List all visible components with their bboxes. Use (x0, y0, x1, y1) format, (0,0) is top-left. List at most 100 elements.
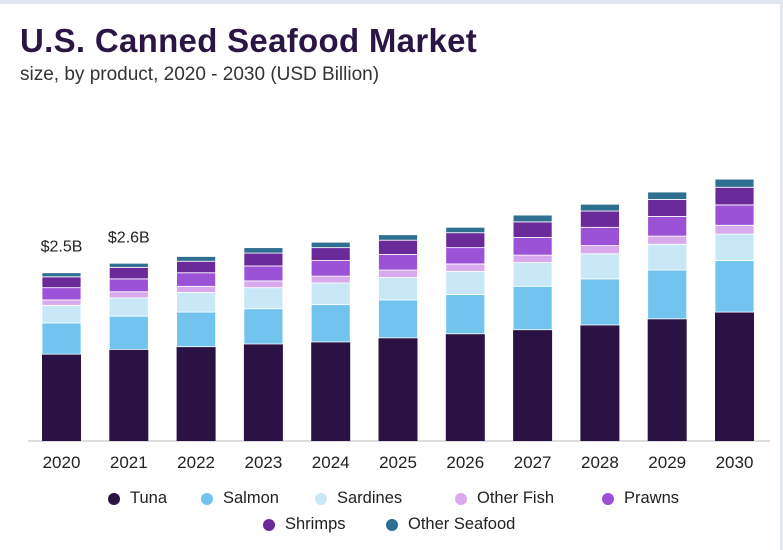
bar-segment-other-seafood-2020 (41, 272, 82, 278)
bar-segment-other-seafood-2028 (580, 203, 620, 212)
bar-segment-prawns-2024 (310, 260, 351, 277)
bar-segment-other-fish-2020 (41, 299, 82, 306)
legend-item-shrimps: Shrimps (263, 515, 346, 534)
bar-segment-shrimps-2024 (310, 247, 351, 261)
legend-item-tuna: Tuna (108, 489, 167, 508)
bar-segment-tuna-2028 (580, 324, 620, 441)
bar-segment-tuna-2021 (109, 349, 149, 441)
bar-segment-shrimps-2022 (176, 260, 217, 274)
bar-segment-salmon-2022 (176, 311, 217, 348)
bar-segment-prawns-2025 (378, 254, 418, 271)
bar-segment-other-fish-2028 (580, 245, 620, 255)
bar-segment-salmon-2025 (378, 299, 418, 339)
legend-label: Salmon (223, 489, 279, 507)
x-tick-label: 2028 (581, 453, 619, 472)
bar-segment-prawns-2020 (41, 287, 82, 301)
bar-segment-other-fish-2027 (512, 254, 553, 263)
chart-title: U.S. Canned Seafood Market (20, 22, 478, 59)
x-tick-label: 2020 (43, 453, 81, 472)
legend-label: Sardines (337, 489, 403, 507)
bar-segment-prawns-2023 (243, 265, 284, 282)
bar-segment-tuna-2022 (176, 346, 216, 441)
bar-segment-sardines-2024 (310, 282, 351, 306)
bar-segment-other-seafood-2025 (378, 234, 418, 241)
bar-segment-other-fish-2026 (445, 263, 486, 272)
bar-segment-salmon-2020 (41, 322, 82, 355)
legend-label: Other Fish (477, 489, 555, 507)
bar-segment-sardines-2023 (243, 287, 284, 310)
bar-segment-sardines-2028 (580, 253, 620, 280)
data-label-2020: $2.5B (41, 239, 83, 256)
bar-segment-sardines-2026 (445, 270, 486, 295)
legend-label: Shrimps (285, 515, 346, 533)
bar-segment-other-fish-2023 (243, 280, 284, 289)
bar-segment-tuna-2030 (715, 312, 754, 441)
bar-segment-other-fish-2029 (647, 235, 688, 245)
bar-segment-other-fish-2024 (310, 275, 351, 284)
bar-segment-shrimps-2021 (108, 266, 149, 280)
bar-segment-tuna-2026 (445, 333, 485, 441)
bar-segment-other-seafood-2029 (647, 191, 688, 200)
bar-segment-shrimps-2028 (580, 210, 620, 228)
x-tick-label: 2030 (716, 453, 754, 472)
legend-marker (455, 492, 467, 505)
chart-subtitle: size, by product, 2020 - 2030 (USD Billi… (20, 64, 380, 85)
data-label-2021: $2.6B (108, 229, 150, 246)
bar-segment-salmon-2026 (445, 294, 486, 335)
bar-segment-other-seafood-2022 (176, 256, 217, 262)
x-tick-label: 2024 (312, 453, 350, 472)
bar-segment-sardines-2030 (714, 233, 755, 261)
legend-marker (386, 518, 398, 531)
bar-segment-salmon-2023 (243, 308, 284, 345)
bar-segment-prawns-2022 (176, 272, 217, 287)
bar-segment-other-fish-2030 (714, 224, 755, 235)
bar-segment-prawns-2021 (108, 278, 149, 293)
bar-segment-sardines-2027 (512, 262, 553, 287)
bar-segment-other-seafood-2030 (714, 178, 755, 188)
legend-label: Other Seafood (408, 515, 516, 533)
legend-marker (315, 492, 327, 505)
bar-segment-other-fish-2021 (108, 291, 149, 299)
x-tick-labels: 2020 2021 2022 2023 2024 2025 2026 2027 2028 2029… (43, 453, 754, 472)
bar-segment-other-seafood-2024 (310, 241, 351, 249)
x-tick-label: 2021 (110, 453, 148, 472)
bar-segment-other-seafood-2021 (108, 262, 149, 268)
bar-segment-salmon-2029 (647, 269, 688, 320)
right-border (780, 0, 783, 550)
x-tick-label: 2026 (446, 453, 484, 472)
bar-segment-prawns-2030 (714, 204, 755, 226)
legend-item-other-fish: Other Fish (455, 489, 554, 508)
bar-segment-other-seafood-2026 (445, 226, 486, 234)
bar-segment-shrimps-2020 (41, 276, 82, 289)
bar-segment-shrimps-2025 (378, 239, 418, 255)
bar-segment-sardines-2025 (378, 277, 418, 301)
legend-item-sardines: Sardines (315, 489, 402, 508)
x-tick-label: 2023 (244, 453, 282, 472)
bar-segment-sardines-2021 (108, 297, 149, 317)
bar-segment-prawns-2028 (580, 226, 620, 247)
bar-segment-other-seafood-2027 (512, 214, 553, 223)
bar-segment-prawns-2026 (445, 247, 486, 265)
bar-segment-tuna-2024 (311, 341, 351, 441)
legend-marker (201, 492, 213, 505)
legend-item-salmon: Salmon (201, 489, 279, 508)
bar-segment-prawns-2027 (512, 237, 553, 256)
bar-segment-tuna-2027 (513, 329, 553, 441)
bar-segment-salmon-2028 (580, 278, 620, 326)
bar-segment-prawns-2029 (647, 216, 688, 237)
bar-segment-other-fish-2022 (176, 285, 217, 293)
bar-segment-salmon-2027 (512, 285, 553, 331)
legend-label: Prawns (624, 489, 680, 507)
legend-item-other-seafood: Other Seafood (386, 515, 515, 534)
x-tick-label: 2027 (514, 453, 552, 472)
bar-segment-shrimps-2029 (647, 199, 688, 217)
bar-segment-tuna-2025 (378, 337, 418, 441)
bar-segment-sardines-2029 (647, 243, 688, 271)
bar-segment-shrimps-2026 (445, 232, 486, 249)
x-tick-label: 2029 (648, 453, 686, 472)
bar-segment-shrimps-2023 (243, 252, 284, 267)
bar-segment-salmon-2030 (714, 260, 755, 313)
bar-segment-tuna-2029 (647, 318, 687, 441)
legend-marker (263, 518, 275, 531)
